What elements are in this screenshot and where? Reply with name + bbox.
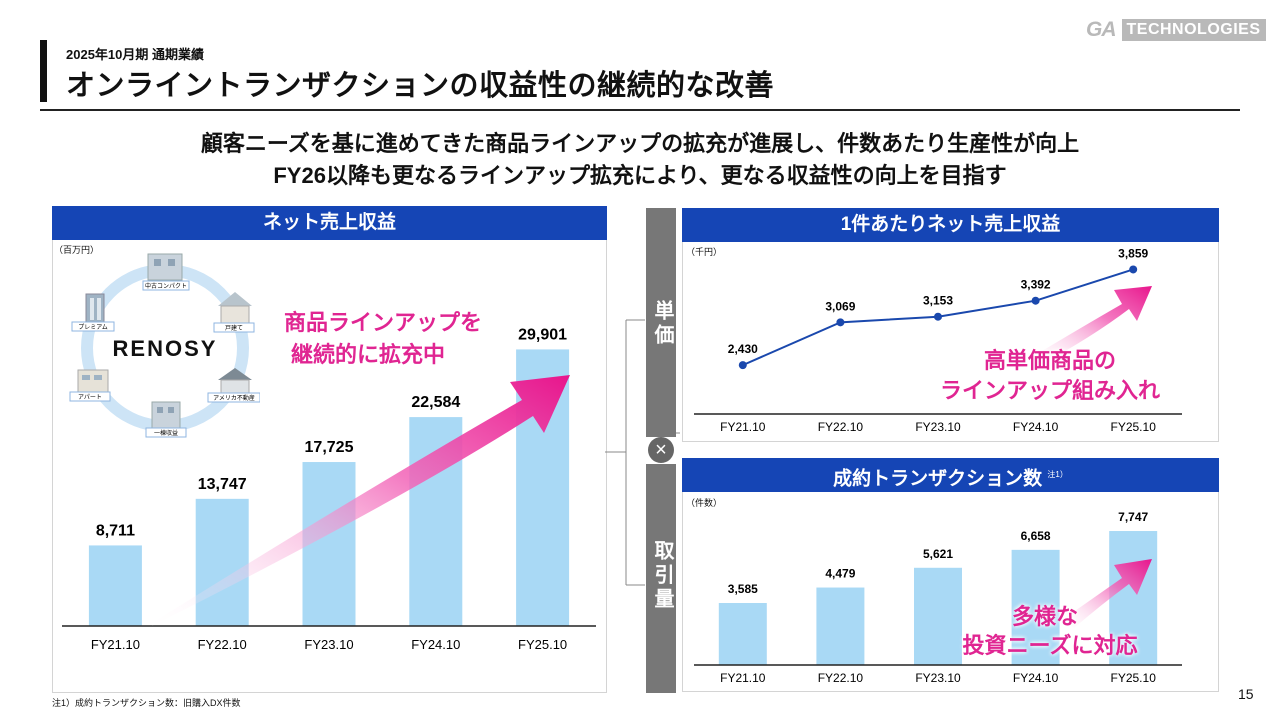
lineup-item-2: 戸建て [213,292,255,333]
transactions-bar-FY22.10 [816,587,865,665]
transactions-bar-FY21.10 [718,603,767,665]
transactions-tick-FY23.10: FY23.10 [915,671,961,685]
transactions-bar-FY24.10 [1011,549,1060,665]
renosy-lineup-diagram: RENOSY 中古コンパクト 戸建て アメリカ不動産 一棟収益 アパート プレミ… [69,253,260,438]
unit-revenue-chart: 2,430 FY21.10 3,069 FY22.10 3,153 FY23.10 3,39… [694,246,1182,434]
multiply-icon: × [648,437,674,463]
footnote: 注1）成約トランザクション数：旧購入DX件数 [52,698,241,708]
lineup-item-4: 一棟収益 [145,401,187,438]
unit-revenue-panel [682,208,1219,442]
net-revenue-chart: 8,711 FY21.10 13,747 FY22.10 17,725 FY23.10 22… [62,326,596,652]
transactions-tick-FY21.10: FY21.10 [720,671,766,685]
svg-text:戸建て: 戸建て [225,324,243,332]
revenue-bar-FY21.10 [88,545,142,626]
svg-text:一棟収益: 一棟収益 [154,429,178,437]
lineup-callout-line-2: 継続的に拡充中 [290,342,445,367]
net-revenue-header: ネット売上収益 [52,206,607,240]
subtitle-line-2: FY26以降も更なるラインアップ拡充により、更なる収益性の向上を目指す [273,163,1007,188]
transactions-note-mark: 注1） [1047,470,1068,479]
transactions-header: 成約トランザクション数 注1） [682,458,1219,492]
page-title: オンライントランザクションの収益性の継続的な改善 [66,70,775,102]
revenue-tick-FY21.10: FY21.10 [91,637,140,652]
growth-arrow [152,375,570,626]
unit-revenue-tick-FY23.10: FY23.10 [915,420,961,434]
revenue-value-FY25.10: 29,901 [518,326,567,343]
unit-revenue-unit: （千円） [686,247,723,257]
company-logo: GA TECHNOLOGIES [1086,18,1266,42]
unit-price-arrow [1032,286,1152,364]
needs-callout-line-2: 投資ニーズに対応 [962,633,1138,658]
lineup-callout-line-1: 商品ラインアップを [283,310,482,335]
transactions-value-FY22.10: 4,479 [825,567,855,581]
transactions-arrow [1062,559,1152,628]
transactions-tick-FY24.10: FY24.10 [1013,671,1059,685]
revenue-bar-FY23.10 [302,462,356,626]
revenue-tick-FY24.10: FY24.10 [411,637,460,652]
page-number: 15 [1238,686,1254,702]
transactions-unit: （件数） [686,498,723,508]
needs-callout-line-1: 多様な [1011,604,1078,629]
transactions-tick-FY25.10: FY25.10 [1111,671,1157,685]
revenue-value-FY22.10: 13,747 [198,476,247,493]
lineup-item-3: アメリカ不動産 [207,368,260,403]
revenue-value-FY23.10: 17,725 [305,439,354,456]
unit-revenue-tick-FY21.10: FY21.10 [720,420,766,434]
unit-revenue-tick-FY22.10: FY22.10 [818,420,864,434]
unit-revenue-point-FY25.10 [1129,265,1138,274]
revenue-tick-FY23.10: FY23.10 [304,637,353,652]
lineup-item-6: プレミアム [71,293,115,332]
logo-ga: GA [1086,18,1116,41]
transactions-value-FY21.10: 3,585 [728,582,758,596]
transactions-value-FY23.10: 5,621 [923,547,953,561]
unit-revenue-point-FY21.10 [738,361,747,370]
unit-revenue-header: 1件あたりネット売上収益 [682,208,1219,242]
high-price-callout-line-1: 高単価商品の [983,348,1116,373]
transactions-value-FY25.10: 7,747 [1118,510,1148,524]
unit-revenue-point-FY24.10 [1031,296,1040,305]
transactions-value-FY24.10: 6,658 [1021,529,1051,543]
revenue-tick-FY25.10: FY25.10 [518,637,567,652]
unit-revenue-value-FY23.10: 3,153 [923,294,953,308]
unit-revenue-value-FY21.10: 2,430 [728,342,758,356]
subtitle-line-1: 顧客ニーズを基に進めてきた商品ラインアップの拡充が進展し、件数あたり生産性が向上 [200,131,1080,156]
net-revenue-unit: （百万円） [54,245,100,255]
svg-text:アメリカ不動産: アメリカ不動産 [213,394,255,402]
unit-price-sidebar [646,208,676,437]
revenue-value-FY24.10: 22,584 [411,394,460,411]
volume-sidebar [646,464,676,693]
svg-text:プレミアム: プレミアム [78,324,108,331]
unit-revenue-value-FY25.10: 3,859 [1118,246,1148,260]
volume-label: 取引量 [651,540,673,612]
unit-revenue-point-FY23.10 [934,312,942,321]
transactions-title: 成約トランザクション数 [833,468,1043,490]
title-accent-bar [40,40,47,102]
transactions-tick-FY22.10: FY22.10 [818,671,864,685]
revenue-bar-FY22.10 [195,498,249,626]
svg-text:中古コンパクト: 中古コンパクト [145,282,187,290]
unit-revenue-tick-FY25.10: FY25.10 [1111,420,1157,434]
logo-technologies: TECHNOLOGIES [1121,19,1266,41]
transactions-chart: 3,585 FY21.10 4,479 FY22.10 5,621 FY23.10 6,65… [694,510,1182,685]
unit-price-label: 単価 [651,300,673,348]
unit-revenue-point-FY22.10 [836,318,845,327]
period-label: 2025年10月期 通期業績 [66,47,204,62]
title-divider [40,109,1240,111]
unit-revenue-tick-FY24.10: FY24.10 [1013,420,1059,434]
lineup-item-1: 中古コンパクト [142,253,190,291]
unit-revenue-value-FY22.10: 3,069 [825,299,855,313]
lineup-item-5: アパート [69,369,111,402]
revenue-value-FY21.10: 8,711 [96,522,135,539]
renosy-brand: RENOSY [113,336,218,361]
svg-text:アパート: アパート [78,394,102,401]
unit-revenue-value-FY24.10: 3,392 [1021,278,1051,292]
revenue-tick-FY22.10: FY22.10 [198,637,247,652]
transactions-bar-FY25.10 [1109,531,1158,665]
high-price-callout-line-2: ラインアップ組み入れ [939,378,1160,403]
transactions-bar-FY23.10 [914,567,962,665]
